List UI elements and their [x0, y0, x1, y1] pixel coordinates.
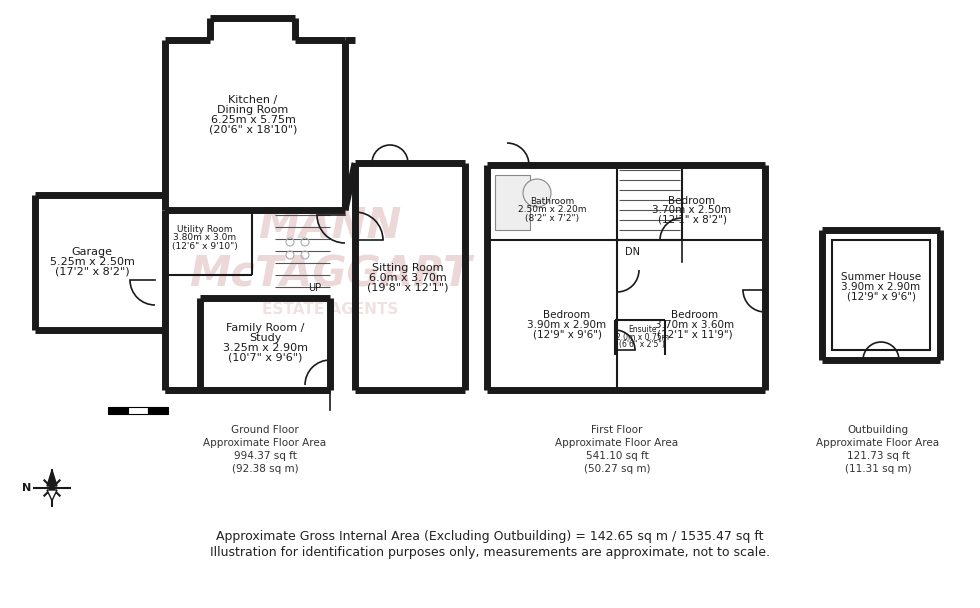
- Polygon shape: [47, 470, 57, 486]
- Polygon shape: [47, 490, 57, 500]
- Text: Approximate Floor Area: Approximate Floor Area: [816, 438, 940, 448]
- Text: Kitchen /: Kitchen /: [228, 95, 277, 105]
- Text: Utility Room: Utility Room: [177, 225, 233, 234]
- Bar: [832, 240, 930, 350]
- Text: 3.80m x 3.0m: 3.80m x 3.0m: [173, 233, 236, 243]
- Text: 3.70m x 2.50m: 3.70m x 2.50m: [653, 205, 731, 215]
- Text: Outbuilding: Outbuilding: [848, 425, 908, 435]
- Text: 6.0m x 3.70m: 6.0m x 3.70m: [369, 273, 447, 283]
- Circle shape: [523, 179, 551, 207]
- Text: (50.27 sq m): (50.27 sq m): [584, 464, 651, 474]
- Text: 994.37 sq ft: 994.37 sq ft: [233, 451, 296, 461]
- Text: ESTATE AGENTS: ESTATE AGENTS: [262, 303, 398, 317]
- Text: Bedroom: Bedroom: [544, 311, 591, 320]
- Text: (12'1" x 8'2"): (12'1" x 8'2"): [658, 215, 726, 224]
- Text: (92.38 sq m): (92.38 sq m): [231, 464, 298, 474]
- Text: N: N: [23, 483, 31, 493]
- Bar: [148, 407, 168, 414]
- Text: Summer House: Summer House: [841, 272, 921, 283]
- Text: Approximate Floor Area: Approximate Floor Area: [556, 438, 678, 448]
- Text: (12'1" x 11'9"): (12'1" x 11'9"): [658, 330, 733, 339]
- Text: (6'6" x 2'5"): (6'6" x 2'5"): [619, 340, 665, 349]
- Text: Approximate Floor Area: Approximate Floor Area: [204, 438, 326, 448]
- Text: Ensuite: Ensuite: [628, 325, 657, 334]
- Text: First Floor: First Floor: [591, 425, 643, 435]
- Text: 3.25m x 2.90m: 3.25m x 2.90m: [222, 343, 308, 353]
- Text: DN: DN: [625, 247, 640, 257]
- Text: (19'8" x 12'1"): (19'8" x 12'1"): [368, 283, 449, 293]
- Text: 3.90m x 2.90m: 3.90m x 2.90m: [842, 282, 920, 292]
- Text: 541.10 sq ft: 541.10 sq ft: [586, 451, 649, 461]
- Bar: [128, 407, 148, 414]
- Text: (11.31 sq m): (11.31 sq m): [845, 464, 911, 474]
- Text: (12'6" x 9'10"): (12'6" x 9'10"): [172, 242, 238, 251]
- Text: Dining Room: Dining Room: [218, 105, 289, 115]
- Text: (20'6" x 18'10"): (20'6" x 18'10"): [209, 125, 297, 135]
- Text: 3.90m x 2.90m: 3.90m x 2.90m: [527, 320, 607, 330]
- Text: (8'2" x 7'2"): (8'2" x 7'2"): [525, 214, 579, 223]
- Text: (17'2" x 8'2"): (17'2" x 8'2"): [55, 267, 129, 277]
- Text: Garage: Garage: [72, 247, 113, 257]
- Text: (12'9" x 9'6"): (12'9" x 9'6"): [532, 330, 602, 339]
- Text: 121.73 sq ft: 121.73 sq ft: [847, 451, 909, 461]
- Text: Bedroom: Bedroom: [671, 311, 718, 320]
- Text: Family Room /: Family Room /: [225, 323, 304, 333]
- Bar: [108, 407, 128, 414]
- Text: Sitting Room: Sitting Room: [372, 263, 444, 273]
- Text: 3.70m x 3.60m: 3.70m x 3.60m: [656, 320, 735, 330]
- Text: 6.25m x 5.75m: 6.25m x 5.75m: [211, 115, 295, 125]
- Text: Bathroom: Bathroom: [530, 197, 574, 206]
- Text: UP: UP: [309, 283, 321, 293]
- Text: Illustration for identification purposes only, measurements are approximate, not: Illustration for identification purposes…: [210, 546, 770, 559]
- Text: 2.50m x 2.20m: 2.50m x 2.20m: [517, 206, 586, 215]
- Text: (12'9" x 9'6"): (12'9" x 9'6"): [847, 291, 915, 302]
- Text: 2.0m x 0.75m: 2.0m x 0.75m: [615, 333, 668, 342]
- Text: Study: Study: [249, 333, 281, 343]
- Text: MANN
McTAGGART: MANN McTAGGART: [189, 205, 471, 295]
- Text: 5.25m x 2.50m: 5.25m x 2.50m: [50, 257, 134, 267]
- Text: Bedroom: Bedroom: [668, 196, 715, 206]
- Text: Approximate Gross Internal Area (Excluding Outbuilding) = 142.65 sq m / 1535.47 : Approximate Gross Internal Area (Excludi…: [217, 530, 763, 543]
- Bar: [495, 175, 530, 230]
- Text: (10'7" x 9'6"): (10'7" x 9'6"): [227, 353, 302, 363]
- Text: Ground Floor: Ground Floor: [231, 425, 299, 435]
